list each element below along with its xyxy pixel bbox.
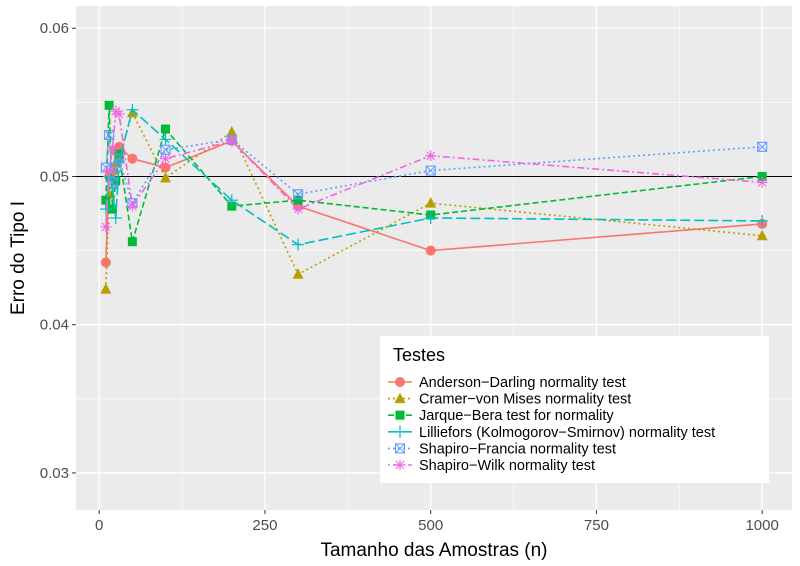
- data-point: [127, 153, 138, 164]
- data-point: [103, 165, 115, 177]
- x-tick-label: 250: [252, 517, 277, 534]
- legend-label: Jarque−Bera test for normality: [419, 408, 614, 424]
- legend-title: Testes: [393, 345, 445, 365]
- series-4: [99, 103, 769, 251]
- legend-item: Anderson−Darling normality test: [388, 375, 626, 391]
- data-point: [109, 211, 122, 224]
- legend-key-marker: [394, 443, 406, 454]
- data-point: [756, 214, 769, 227]
- data-point: [160, 171, 171, 183]
- data-point: [111, 176, 121, 186]
- data-point: [424, 211, 437, 224]
- legend-item: Jarque−Bera test for normality: [388, 408, 614, 424]
- data-point: [114, 153, 125, 164]
- data-point: [107, 204, 117, 214]
- x-tick-label: 1000: [745, 517, 778, 534]
- series-group: [99, 100, 769, 294]
- data-point: [425, 245, 436, 256]
- legend-item: Lilliefors (Kolmogorov−Smirnov) normalit…: [388, 425, 715, 441]
- legend-key-marker: [394, 425, 406, 438]
- data-point: [107, 177, 118, 188]
- y-tick-label: 0.05: [40, 168, 69, 185]
- legend-label: Cramer−von Mises normality test: [419, 392, 631, 408]
- legend-key-marker: [394, 392, 406, 404]
- data-point: [101, 195, 111, 205]
- legend-box: [380, 336, 769, 483]
- x-tick-label: 750: [584, 517, 609, 534]
- series-line: [105, 110, 763, 227]
- data-point: [100, 283, 112, 294]
- legend-key-marker: [395, 377, 405, 387]
- data-point: [226, 126, 238, 137]
- y-axis-title: Erro do Tipo I: [8, 201, 29, 315]
- legend-key-marker: [395, 410, 405, 420]
- data-point: [757, 171, 767, 181]
- data-point: [425, 150, 437, 162]
- y-tick-label: 0.06: [40, 20, 69, 37]
- data-point: [113, 108, 125, 120]
- y-tick-label: 0.03: [40, 465, 69, 482]
- data-point: [127, 237, 137, 247]
- data-point: [160, 162, 171, 173]
- data-point: [106, 142, 118, 154]
- data-point: [225, 194, 238, 207]
- data-point: [161, 124, 170, 134]
- data-point: [104, 100, 114, 110]
- legend-label: Shapiro−Francia normality test: [419, 441, 616, 457]
- y-tick-label: 0.04: [40, 317, 69, 334]
- x-axis: 0 250 500 750 1000: [95, 510, 779, 534]
- x-axis-title: Tamanho das Amostras (n): [320, 540, 547, 561]
- data-point: [126, 200, 138, 212]
- data-point: [100, 221, 112, 233]
- legend-items: Anderson−Darling normality testCramer−vo…: [388, 375, 715, 474]
- legend-item: Cramer−von Mises normality test: [388, 392, 631, 408]
- data-point: [226, 135, 238, 147]
- data-point: [292, 203, 304, 215]
- data-point: [292, 268, 304, 279]
- series-6: [100, 105, 768, 233]
- data-point: [756, 176, 768, 188]
- data-point: [104, 129, 115, 141]
- data-point: [425, 165, 436, 176]
- y-axis: 0.03 0.04 0.05 0.06: [40, 20, 76, 482]
- legend-item: Shapiro−Francia normality test: [388, 441, 616, 457]
- data-point: [292, 238, 305, 251]
- data-point: [293, 189, 304, 200]
- data-point: [159, 133, 172, 146]
- legend-key-marker: [394, 459, 406, 471]
- data-point: [425, 197, 437, 208]
- data-point: [99, 203, 112, 216]
- legend-label: Shapiro−Wilk normality test: [419, 458, 595, 474]
- data-point: [757, 141, 768, 152]
- legend: Testes Anderson−Darling normality testCr…: [380, 336, 769, 483]
- x-tick-label: 500: [418, 517, 443, 534]
- data-point: [160, 153, 171, 165]
- legend-label: Lilliefors (Kolmogorov−Smirnov) normalit…: [419, 425, 715, 441]
- legend-label: Anderson−Darling normality test: [419, 375, 626, 391]
- x-tick-label: 0: [95, 517, 103, 534]
- legend-item: Shapiro−Wilk normality test: [388, 458, 595, 474]
- data-point: [756, 229, 768, 241]
- data-point: [100, 257, 111, 268]
- data-point: [126, 103, 139, 116]
- data-point: [293, 195, 303, 205]
